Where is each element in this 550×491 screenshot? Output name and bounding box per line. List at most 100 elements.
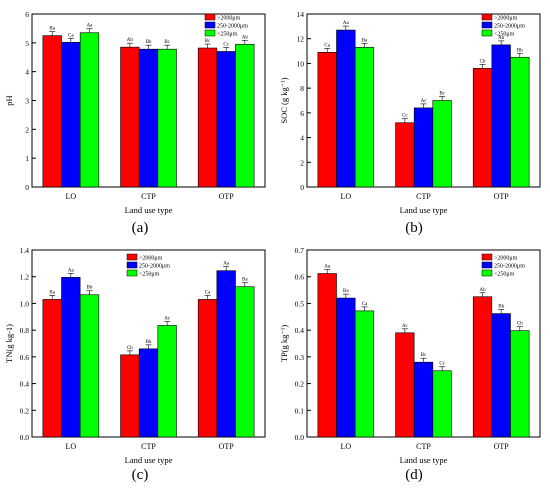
- y-tick-label: 0.5: [295, 299, 305, 308]
- bar: [317, 52, 337, 188]
- bar: [413, 361, 434, 438]
- legend-label: <250μm: [217, 32, 238, 38]
- significance-label: Ab: [479, 288, 486, 293]
- significance-label: Bb: [146, 40, 152, 45]
- bar: [197, 47, 218, 188]
- bar: [510, 330, 530, 438]
- y-tick-label: 0.0: [295, 433, 305, 442]
- bar: [235, 286, 255, 438]
- y-tick-label: 0.8: [20, 326, 30, 335]
- panel-label-a: (a): [132, 220, 149, 236]
- legend-label: >2000μm: [494, 256, 518, 262]
- x-tick-label: OTP: [494, 192, 510, 201]
- significance-label: Aa: [68, 268, 75, 273]
- significance-label: Ba: [49, 290, 55, 295]
- bar: [317, 273, 337, 438]
- significance-label: Ab: [242, 35, 249, 40]
- significance-label: Bc: [439, 92, 445, 97]
- legend-swatch: [481, 13, 493, 21]
- bar: [491, 44, 511, 188]
- chart-panel-3: 0.0 0.2 0.4 0.6 0.8 1.0 1.2 1.4 TN(g kg-1) Land u…: [4, 246, 266, 465]
- significance-label: Ca: [205, 290, 211, 295]
- significance-label: Bb: [87, 286, 93, 291]
- y-tick-label: 10: [297, 59, 305, 68]
- legend-swatch: [126, 261, 138, 269]
- y-tick-label: 0.6: [295, 273, 305, 282]
- legend-label: 250-2000μm: [217, 24, 248, 30]
- bar: [138, 348, 159, 438]
- significance-label: Ab: [498, 36, 505, 41]
- y-axis-label: TN(g kg-1): [4, 324, 14, 363]
- legend: >2000μm 250-2000μm <250μm: [481, 13, 525, 38]
- bar: [491, 313, 511, 438]
- bar: [354, 310, 375, 438]
- bar: [79, 294, 100, 438]
- y-tick-label: 8: [300, 84, 304, 93]
- legend-label: >2000μm: [139, 256, 163, 262]
- y-tick-label: 6: [25, 10, 29, 19]
- y-tick-label: 1.4: [20, 246, 30, 255]
- y-tick-label: 0.2: [295, 380, 305, 389]
- y-tick-label: 2: [25, 125, 29, 134]
- significance-label: Ac: [421, 99, 428, 104]
- legend-label: <250μm: [494, 272, 515, 278]
- significance-label: Aa: [343, 21, 350, 26]
- y-tick-label: 1.2: [20, 273, 30, 282]
- y-tick-label: 0.0: [20, 433, 30, 442]
- y-tick-label: 14: [297, 10, 305, 19]
- significance-label: Cb: [517, 322, 523, 327]
- y-tick-label: 0.4: [20, 380, 30, 389]
- bar: [336, 29, 356, 188]
- significance-label: Cc: [439, 362, 445, 367]
- significance-label: Bb: [146, 340, 152, 345]
- bar: [157, 48, 177, 188]
- legend-label: 250-2000μm: [494, 24, 525, 30]
- y-tick-label: 0.6: [20, 353, 30, 362]
- bar: [120, 46, 140, 188]
- significance-label: Cc: [223, 42, 229, 47]
- y-tick-label: 0.1: [295, 406, 305, 415]
- bar: [216, 270, 236, 438]
- x-axis-label: Land use type: [400, 205, 448, 215]
- legend-swatch: [126, 269, 138, 277]
- significance-label: Aa: [324, 265, 331, 270]
- panel-label-d: (d): [405, 467, 423, 483]
- legend-swatch: [481, 253, 493, 261]
- y-tick-label: 0.3: [295, 353, 305, 362]
- significance-label: Bb: [498, 305, 504, 310]
- y-tick-label: 5: [25, 39, 29, 48]
- bar: [510, 56, 530, 188]
- bar: [61, 277, 81, 438]
- panel-label-b: (b): [405, 220, 423, 236]
- bar: [413, 107, 434, 188]
- legend: >2000μm 250-2000μm <250μm: [204, 13, 248, 38]
- bar: [472, 296, 493, 438]
- legend-swatch: [126, 253, 138, 261]
- bar: [42, 35, 62, 188]
- bar: [120, 354, 140, 438]
- legend-label: >2000μm: [217, 16, 241, 22]
- bar: [395, 122, 415, 188]
- bar: [157, 325, 177, 438]
- legend: >2000μm 250-2000μm <250μm: [126, 253, 170, 278]
- significance-label: Ca: [362, 302, 368, 307]
- significance-label: Bc: [205, 39, 211, 44]
- x-tick-label: OTP: [219, 192, 235, 201]
- y-tick-label: 6: [300, 109, 304, 118]
- significance-label: Cc: [402, 114, 408, 119]
- bar: [472, 68, 493, 188]
- x-tick-label: OTP: [219, 442, 235, 451]
- significance-label: Ac: [402, 324, 409, 329]
- legend-swatch: [481, 29, 493, 37]
- y-axis-label: TP(g kg⁻¹): [279, 325, 289, 363]
- y-axis-label: SOC (g kg⁻¹): [279, 77, 289, 123]
- legend-label: 250-2000μm: [494, 264, 525, 270]
- x-tick-label: LO: [65, 192, 76, 201]
- legend-swatch: [481, 21, 493, 29]
- panel-label-c: (c): [132, 467, 149, 483]
- x-axis-label: Land use type: [125, 455, 173, 465]
- legend-label: >2000μm: [494, 16, 518, 22]
- bar: [432, 370, 452, 438]
- significance-label: Ab: [127, 38, 134, 43]
